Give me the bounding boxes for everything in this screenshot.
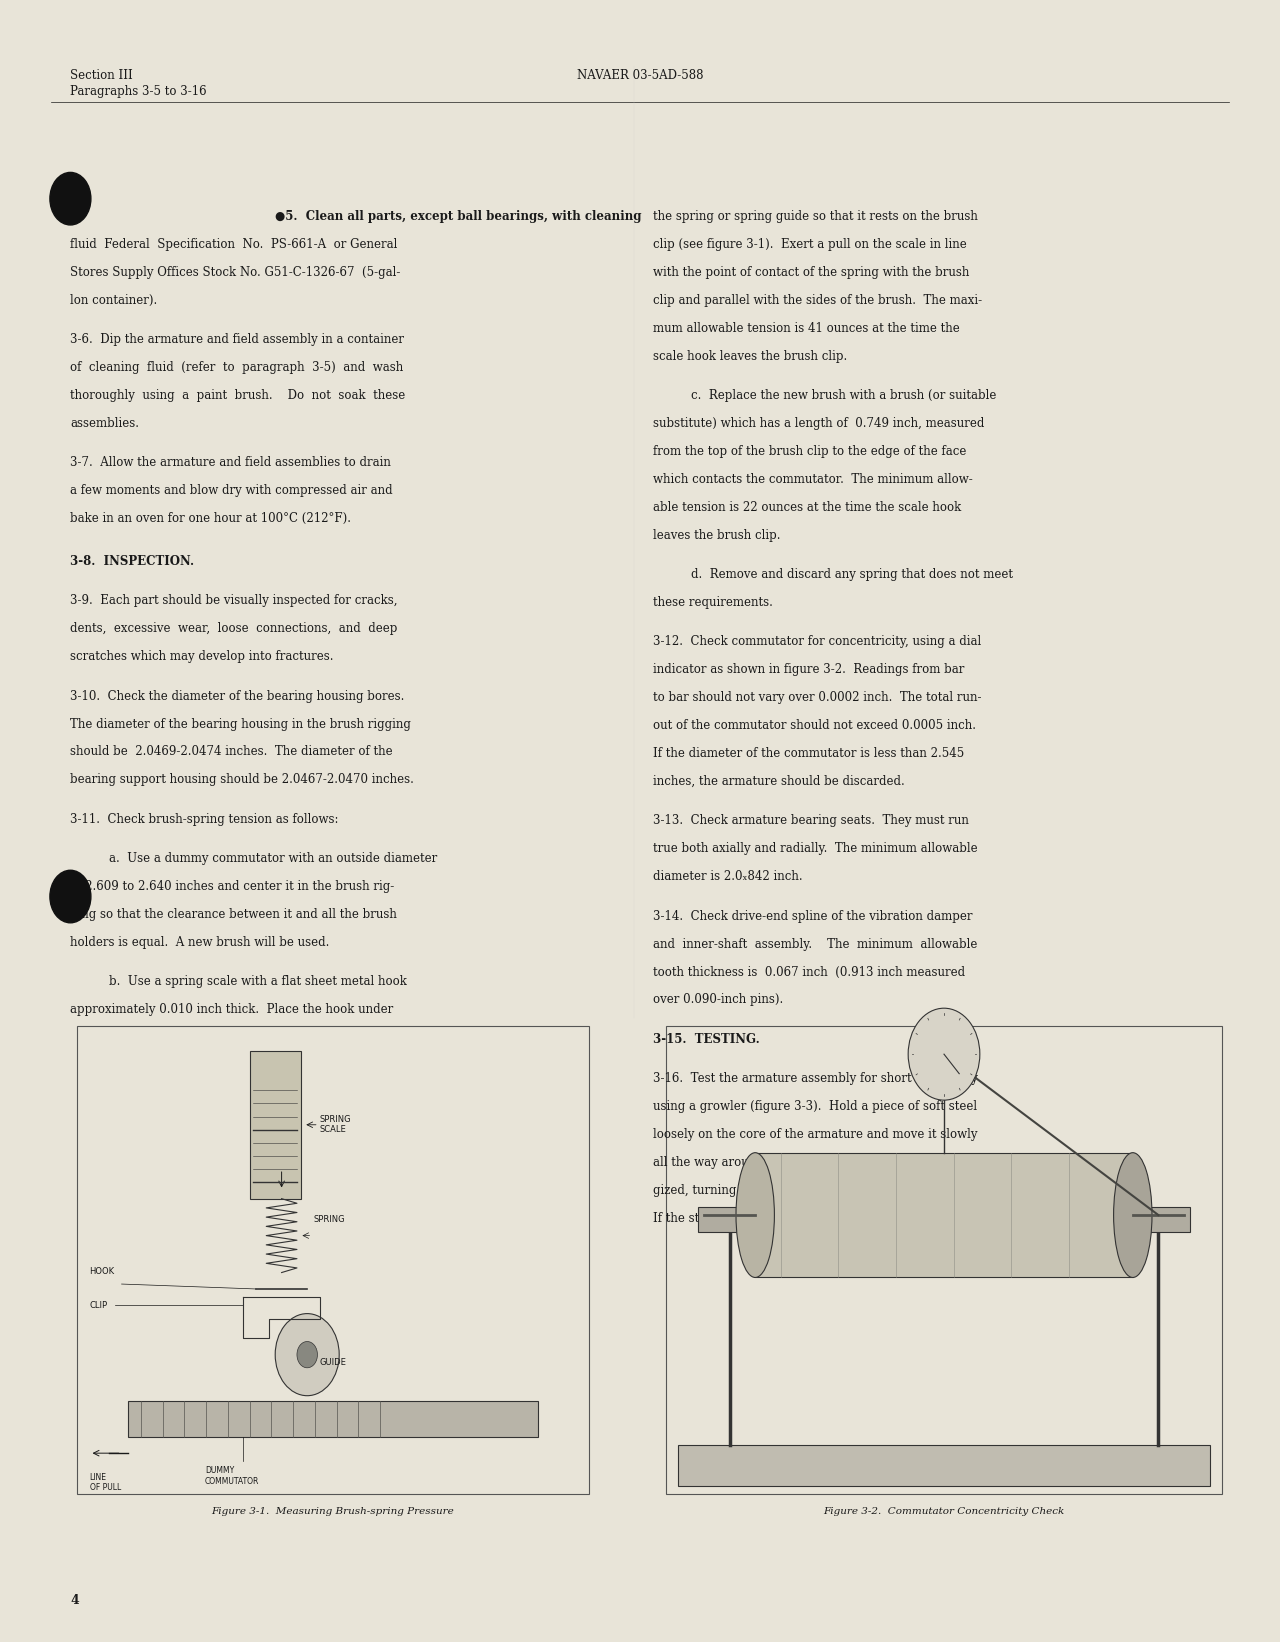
- Text: leaves the brush clip.: leaves the brush clip.: [653, 529, 781, 542]
- Text: 3-16.  Test the armature assembly for short circuits by: 3-16. Test the armature assembly for sho…: [653, 1072, 978, 1085]
- Text: clip (see figure 3-1).  Exert a pull on the scale in line: clip (see figure 3-1). Exert a pull on t…: [653, 238, 966, 251]
- FancyBboxPatch shape: [666, 1026, 1222, 1494]
- Text: CLIP: CLIP: [90, 1300, 108, 1310]
- Text: a few moments and blow dry with compressed air and: a few moments and blow dry with compress…: [70, 484, 393, 498]
- Text: 3-6.  Dip the armature and field assembly in a container: 3-6. Dip the armature and field assembly…: [70, 333, 404, 346]
- Text: If the steel is attracted to any point on the armature,: If the steel is attracted to any point o…: [653, 1212, 968, 1225]
- Text: 3-9.  Each part should be visually inspected for cracks,: 3-9. Each part should be visually inspec…: [70, 594, 398, 608]
- Text: from the top of the brush clip to the edge of the face: from the top of the brush clip to the ed…: [653, 445, 966, 458]
- Text: with the point of contact of the spring with the brush: with the point of contact of the spring …: [653, 266, 969, 279]
- Text: 3-13.  Check armature bearing seats.  They must run: 3-13. Check armature bearing seats. They…: [653, 814, 969, 828]
- Text: mum allowable tension is 41 ounces at the time the: mum allowable tension is 41 ounces at th…: [653, 322, 960, 335]
- Text: all the way around the core while the growler is ener-: all the way around the core while the gr…: [653, 1156, 974, 1169]
- Circle shape: [297, 1342, 317, 1368]
- Text: Figure 3-1.  Measuring Brush-spring Pressure: Figure 3-1. Measuring Brush-spring Press…: [211, 1507, 454, 1516]
- Text: true both axially and radially.  The minimum allowable: true both axially and radially. The mini…: [653, 842, 978, 855]
- Text: inches, the armature should be discarded.: inches, the armature should be discarded…: [653, 775, 905, 788]
- Text: the spring or spring guide so that it rests on the brush: the spring or spring guide so that it re…: [653, 210, 978, 223]
- Text: 3-11.  Check brush-spring tension as follows:: 3-11. Check brush-spring tension as foll…: [70, 813, 339, 826]
- Text: Stores Supply Offices Stock No. G51-C-1326-67  (5-gal-: Stores Supply Offices Stock No. G51-C-13…: [70, 266, 401, 279]
- Text: 3-15.  TESTING.: 3-15. TESTING.: [653, 1033, 759, 1046]
- Text: scratches which may develop into fractures.: scratches which may develop into fractur…: [70, 650, 334, 663]
- Text: to bar should not vary over 0.0002 inch.  The total run-: to bar should not vary over 0.0002 inch.…: [653, 691, 982, 704]
- Text: lon container).: lon container).: [70, 294, 157, 307]
- Text: Paragraphs 3-5 to 3-16: Paragraphs 3-5 to 3-16: [70, 85, 207, 99]
- Text: SPRING: SPRING: [314, 1215, 346, 1223]
- Text: and  inner-shaft  assembly.    The  minimum  allowable: and inner-shaft assembly. The minimum al…: [653, 938, 977, 951]
- Circle shape: [50, 172, 91, 225]
- Text: assemblies.: assemblies.: [70, 417, 140, 430]
- Bar: [128, 1401, 538, 1437]
- Text: these requirements.: these requirements.: [653, 596, 773, 609]
- Text: b.  Use a spring scale with a flat sheet metal hook: b. Use a spring scale with a flat sheet …: [109, 975, 407, 988]
- FancyBboxPatch shape: [77, 1026, 589, 1494]
- Text: out of the commutator should not exceed 0.0005 inch.: out of the commutator should not exceed …: [653, 719, 975, 732]
- Circle shape: [275, 1314, 339, 1396]
- Text: diameter is 2.0ₓ842 inch.: diameter is 2.0ₓ842 inch.: [653, 870, 803, 883]
- Text: holders is equal.  A new brush will be used.: holders is equal. A new brush will be us…: [70, 936, 330, 949]
- Text: substitute) which has a length of  0.749 inch, measured: substitute) which has a length of 0.749 …: [653, 417, 984, 430]
- Ellipse shape: [736, 1153, 774, 1277]
- Text: 4: 4: [70, 1594, 79, 1608]
- Text: approximately 0.010 inch thick.  Place the hook under: approximately 0.010 inch thick. Place th…: [70, 1003, 394, 1016]
- Text: GUIDE: GUIDE: [320, 1358, 347, 1368]
- Text: thoroughly  using  a  paint  brush.    Do  not  soak  these: thoroughly using a paint brush. Do not s…: [70, 389, 406, 402]
- Text: clip and parallel with the sides of the brush.  The maxi-: clip and parallel with the sides of the …: [653, 294, 982, 307]
- Text: bearing support housing should be 2.0467-2.0470 inches.: bearing support housing should be 2.0467…: [70, 773, 415, 787]
- Text: fluid  Federal  Specification  No.  PS-661-A  or General: fluid Federal Specification No. PS-661-A…: [70, 238, 398, 251]
- Text: The diameter of the bearing housing in the brush rigging: The diameter of the bearing housing in t…: [70, 718, 411, 731]
- Text: c.  Replace the new brush with a brush (or suitable: c. Replace the new brush with a brush (o…: [691, 389, 997, 402]
- Text: should be  2.0469-2.0474 inches.  The diameter of the: should be 2.0469-2.0474 inches. The diam…: [70, 745, 393, 759]
- Bar: [678, 1445, 1210, 1486]
- Text: a.  Use a dummy commutator with an outside diameter: a. Use a dummy commutator with an outsid…: [109, 852, 436, 865]
- Circle shape: [909, 1008, 980, 1100]
- Text: d.  Remove and discard any spring that does not meet: d. Remove and discard any spring that do…: [691, 568, 1014, 581]
- Text: LINE
OF PULL: LINE OF PULL: [90, 1473, 120, 1493]
- Text: gized, turning the armature in the growler as required.: gized, turning the armature in the growl…: [653, 1184, 982, 1197]
- Text: dents,  excessive  wear,  loose  connections,  and  deep: dents, excessive wear, loose connections…: [70, 622, 398, 635]
- Text: over 0.090-inch pins).: over 0.090-inch pins).: [653, 993, 783, 1007]
- Text: of  cleaning  fluid  (refer  to  paragraph  3-5)  and  wash: of cleaning fluid (refer to paragraph 3-…: [70, 361, 403, 374]
- Text: 3-8.  INSPECTION.: 3-8. INSPECTION.: [70, 555, 195, 568]
- Circle shape: [50, 870, 91, 923]
- Text: scale hook leaves the brush clip.: scale hook leaves the brush clip.: [653, 350, 847, 363]
- Text: 3-7.  Allow the armature and field assemblies to drain: 3-7. Allow the armature and field assemb…: [70, 456, 392, 470]
- Text: which contacts the commutator.  The minimum allow-: which contacts the commutator. The minim…: [653, 473, 973, 486]
- Text: Section III: Section III: [70, 69, 133, 82]
- Text: loosely on the core of the armature and move it slowly: loosely on the core of the armature and …: [653, 1128, 978, 1141]
- Bar: [1126, 1207, 1190, 1232]
- Text: 3-10.  Check the diameter of the bearing housing bores.: 3-10. Check the diameter of the bearing …: [70, 690, 404, 703]
- Ellipse shape: [1114, 1153, 1152, 1277]
- Text: bake in an oven for one hour at 100°C (212°F).: bake in an oven for one hour at 100°C (2…: [70, 512, 352, 525]
- Text: indicator as shown in figure 3-2.  Readings from bar: indicator as shown in figure 3-2. Readin…: [653, 663, 964, 677]
- Text: SPRING
SCALE: SPRING SCALE: [320, 1115, 352, 1135]
- Bar: [250, 1051, 301, 1199]
- Text: Figure 3-2.  Commutator Concentricity Check: Figure 3-2. Commutator Concentricity Che…: [823, 1507, 1065, 1516]
- Text: tooth thickness is  0.067 inch  (0.913 inch measured: tooth thickness is 0.067 inch (0.913 inc…: [653, 965, 965, 979]
- Text: ●5.  Clean all parts, except ball bearings, with cleaning: ●5. Clean all parts, except ball bearing…: [275, 210, 641, 223]
- Text: able tension is 22 ounces at the time the scale hook: able tension is 22 ounces at the time th…: [653, 501, 961, 514]
- Text: If the diameter of the commutator is less than 2.545: If the diameter of the commutator is les…: [653, 747, 964, 760]
- Text: 3-12.  Check commutator for concentricity, using a dial: 3-12. Check commutator for concentricity…: [653, 635, 980, 649]
- Text: DUMMY
COMMUTATOR: DUMMY COMMUTATOR: [205, 1466, 259, 1486]
- Text: using a growler (figure 3-3).  Hold a piece of soft steel: using a growler (figure 3-3). Hold a pie…: [653, 1100, 977, 1113]
- Text: HOOK: HOOK: [90, 1268, 115, 1276]
- Text: ging so that the clearance between it and all the brush: ging so that the clearance between it an…: [70, 908, 397, 921]
- Bar: [698, 1207, 762, 1232]
- Text: NAVAER 03-5AD-588: NAVAER 03-5AD-588: [577, 69, 703, 82]
- Text: of 2.609 to 2.640 inches and center it in the brush rig-: of 2.609 to 2.640 inches and center it i…: [70, 880, 394, 893]
- Text: 3-14.  Check drive-end spline of the vibration damper: 3-14. Check drive-end spline of the vibr…: [653, 910, 973, 923]
- Bar: [755, 1153, 1133, 1277]
